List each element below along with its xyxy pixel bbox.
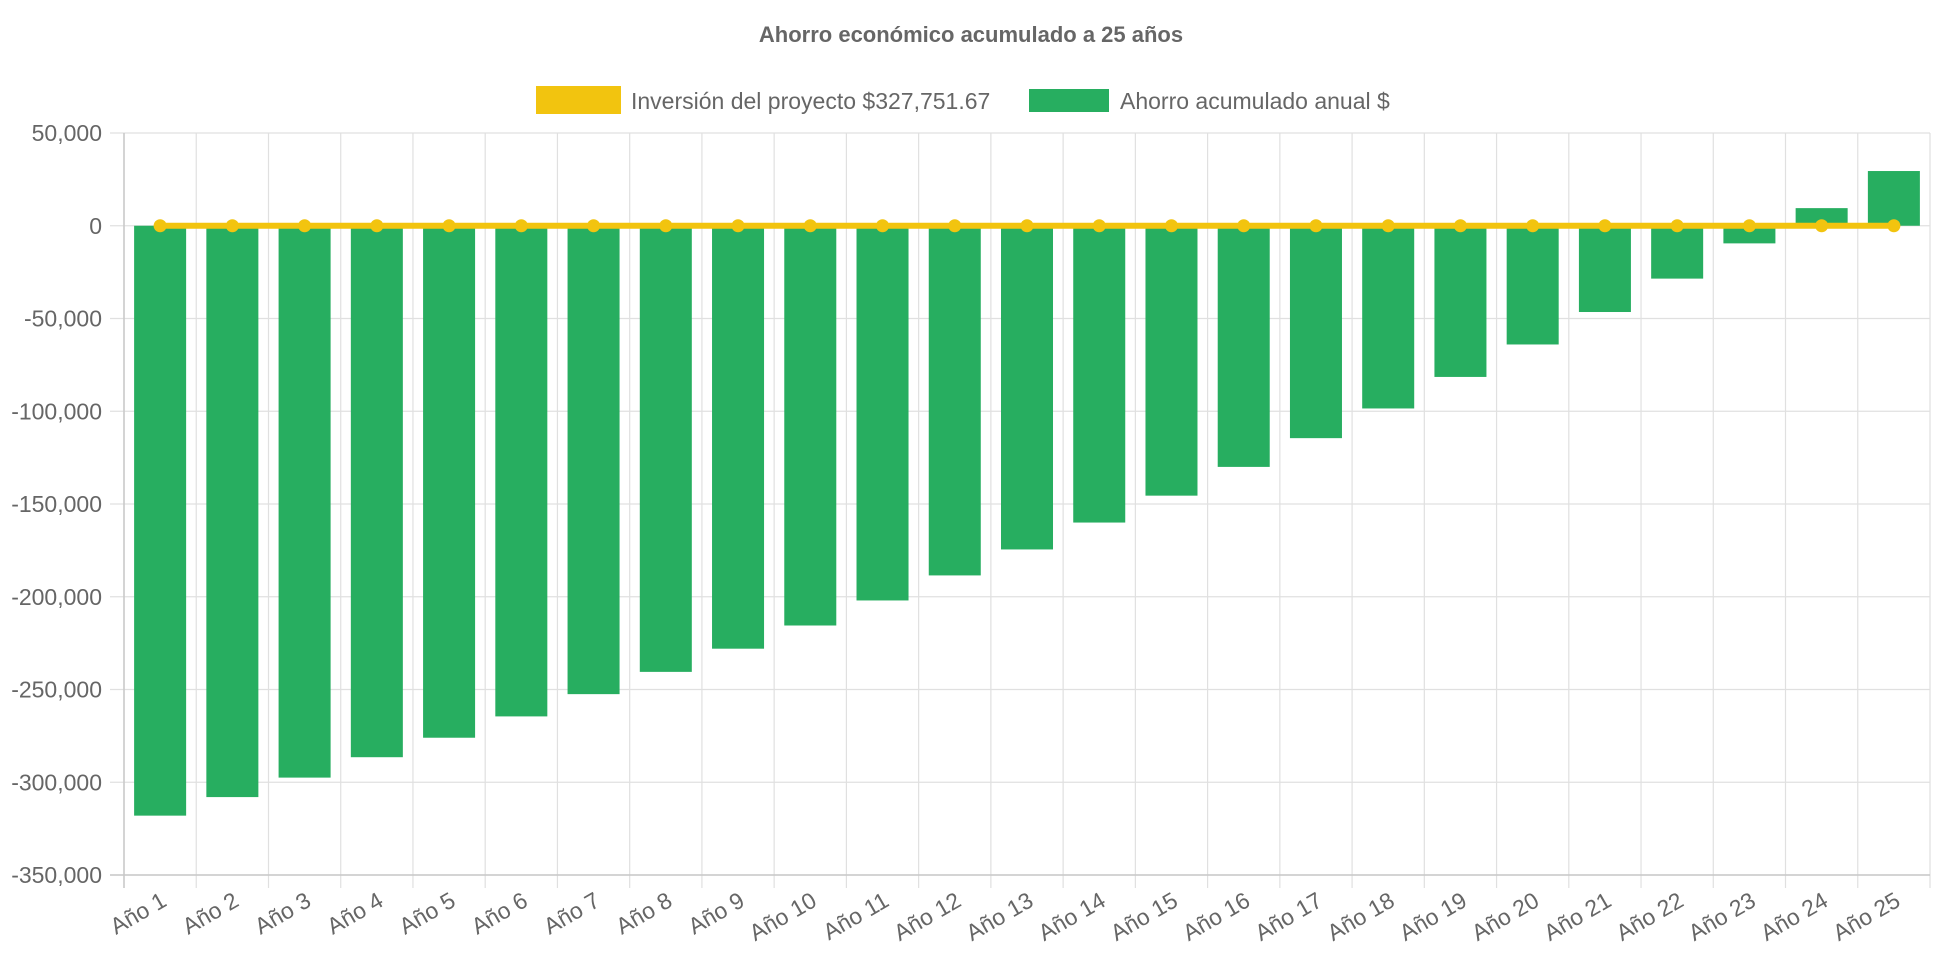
bar-3[interactable] [278, 225, 331, 778]
bar-18[interactable] [1362, 225, 1415, 409]
investment-point-3[interactable] [298, 219, 312, 233]
investment-point-7[interactable] [587, 219, 601, 233]
investment-point-5[interactable] [442, 219, 456, 233]
legend-label-investment: Inversión del proyecto $327,751.67 [631, 88, 990, 114]
bar-15[interactable] [1145, 225, 1198, 496]
bar-11[interactable] [856, 225, 909, 601]
x-tick-label: Año 12 [889, 887, 965, 946]
bar-25[interactable] [1867, 171, 1920, 226]
investment-point-14[interactable] [1092, 219, 1106, 233]
investment-point-25[interactable] [1887, 219, 1901, 233]
bar-8[interactable] [639, 225, 692, 672]
investment-point-17[interactable] [1309, 219, 1323, 233]
x-tick-label: Año 11 [818, 887, 893, 945]
y-tick-label: -150,000 [11, 491, 102, 517]
legend-item-savings[interactable]: Ahorro acumulado anual $ [1029, 88, 1390, 114]
y-tick-label: -200,000 [11, 584, 102, 610]
x-axis: Año 1 Año 2 Año 3 Año 4 Año 5 Año 6 Año 7 Año 8… [106, 874, 1930, 946]
bar-4[interactable] [350, 225, 403, 758]
investment-point-18[interactable] [1381, 219, 1395, 233]
investment-point-1[interactable] [153, 219, 167, 233]
x-tick-label: Año 25 [1828, 887, 1904, 946]
x-tick-label: Año 18 [1323, 887, 1399, 946]
investment-point-4[interactable] [370, 219, 384, 233]
legend-label-savings: Ahorro acumulado anual $ [1120, 88, 1390, 114]
y-tick-label: 50,000 [32, 120, 102, 146]
bar-6[interactable] [495, 225, 548, 717]
bar-2[interactable] [206, 225, 259, 798]
x-tick-label: Año 19 [1395, 887, 1471, 946]
bar-23[interactable] [1723, 225, 1776, 244]
investment-point-2[interactable] [225, 219, 239, 233]
x-tick-label: Año 7 [539, 887, 604, 940]
x-tick-label: Año 22 [1612, 887, 1688, 946]
investment-point-20[interactable] [1526, 219, 1540, 233]
legend-swatch-investment [536, 86, 621, 114]
bar-19[interactable] [1434, 225, 1487, 377]
y-tick-label: -250,000 [11, 677, 102, 703]
x-tick-label: Año 4 [322, 887, 387, 940]
bar-13[interactable] [1000, 225, 1054, 550]
x-tick-label: Año 1 [106, 887, 171, 940]
bars [134, 171, 1920, 816]
investment-point-6[interactable] [514, 219, 528, 233]
bar-21[interactable] [1578, 225, 1631, 313]
y-axis: 50,000 0 -50,000 -100,000 -150,000 -200,000 -2… [11, 120, 125, 888]
x-tick-label: Año 15 [1106, 887, 1182, 946]
x-tick-label: Año 14 [1034, 887, 1110, 946]
x-tick-label: Año 20 [1467, 887, 1543, 946]
bar-14[interactable] [1073, 225, 1126, 523]
x-tick-label: Año 9 [683, 887, 748, 940]
bar-22[interactable] [1651, 225, 1704, 279]
investment-point-9[interactable] [731, 219, 745, 233]
investment-point-8[interactable] [659, 219, 673, 233]
bar-5[interactable] [423, 225, 476, 738]
bar-1[interactable] [134, 225, 187, 816]
investment-point-12[interactable] [948, 219, 962, 233]
x-tick-label: Año 13 [961, 887, 1037, 946]
investment-line-layer [153, 219, 1901, 233]
bar-16[interactable] [1217, 225, 1270, 467]
bar-20[interactable] [1506, 225, 1559, 345]
investment-point-15[interactable] [1164, 219, 1178, 233]
chart-title: Ahorro económico acumulado a 25 años [759, 22, 1183, 47]
investment-point-22[interactable] [1670, 219, 1684, 233]
bar-17[interactable] [1289, 225, 1342, 439]
x-tick-label: Año 6 [467, 887, 532, 940]
x-tick-label: Año 5 [395, 887, 460, 940]
x-tick-label: Año 10 [745, 887, 821, 946]
y-tick-label: 0 [89, 213, 102, 239]
investment-point-10[interactable] [803, 219, 817, 233]
investment-point-11[interactable] [876, 219, 890, 233]
investment-point-23[interactable] [1742, 219, 1756, 233]
bar-24[interactable] [1795, 208, 1848, 226]
x-tick-label: Año 16 [1178, 887, 1254, 946]
legend: Inversión del proyecto $327,751.67 Ahorr… [536, 86, 1390, 114]
y-tick-label: -300,000 [11, 769, 102, 795]
x-tick-label: Año 21 [1539, 887, 1615, 946]
investment-point-13[interactable] [1020, 219, 1034, 233]
grid [110, 132, 1931, 888]
bar-10[interactable] [784, 225, 837, 626]
bar-7[interactable] [567, 225, 620, 695]
y-tick-label: -50,000 [24, 306, 102, 332]
investment-point-16[interactable] [1237, 219, 1251, 233]
x-tick-label: Año 23 [1684, 887, 1760, 946]
x-tick-label: Año 17 [1250, 887, 1326, 946]
x-tick-label: Año 3 [250, 887, 315, 940]
investment-point-24[interactable] [1815, 219, 1829, 233]
x-tick-label: Año 8 [611, 887, 676, 940]
bar-12[interactable] [928, 225, 981, 576]
investment-point-19[interactable] [1453, 219, 1467, 233]
legend-swatch-savings [1029, 89, 1109, 112]
x-tick-label: Año 2 [178, 887, 243, 940]
bar-9[interactable] [712, 225, 765, 649]
y-tick-label: -350,000 [11, 862, 102, 888]
investment-point-21[interactable] [1598, 219, 1612, 233]
legend-item-investment[interactable]: Inversión del proyecto $327,751.67 [536, 86, 990, 114]
y-tick-label: -100,000 [11, 398, 102, 424]
x-tick-label: Año 24 [1756, 887, 1832, 946]
